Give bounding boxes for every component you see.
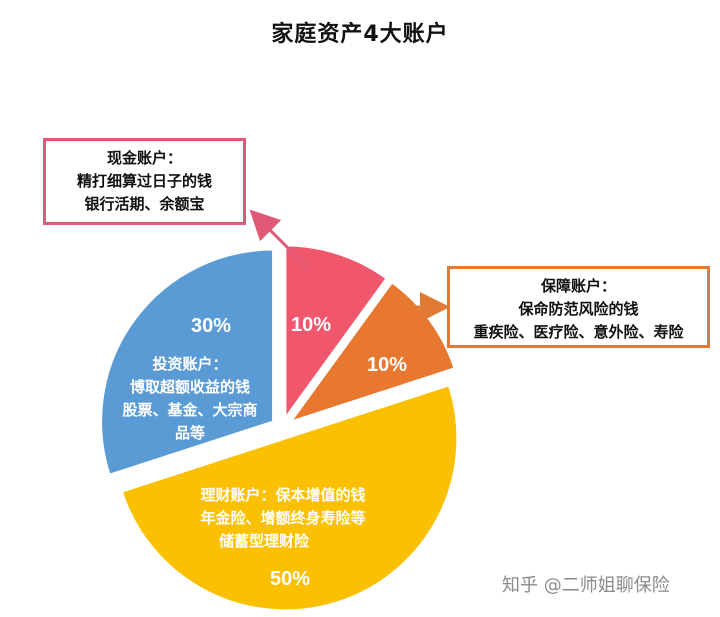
cash-account-title: 现金账户： xyxy=(106,149,182,167)
pie-slice-finance xyxy=(120,384,459,612)
insurance-account-line1: 保命防范风险的钱 xyxy=(518,300,639,318)
invest-desc-line3: 品等 xyxy=(175,424,205,442)
invest-desc-line2: 股票、基金、大宗商 xyxy=(122,401,257,419)
insurance-account-line2: 重疾险、医疗险、意外险、寿险 xyxy=(473,323,684,341)
finance-desc-line2: 储蓄型理财险 xyxy=(219,532,310,550)
slice-label-cash: 10% xyxy=(291,314,331,336)
insurance-account-title: 保障账户： xyxy=(540,277,616,295)
slice-label-invest: 30% xyxy=(191,315,231,337)
slice-label-finance: 50% xyxy=(270,568,310,590)
cash-account-line2: 银行活期、余额宝 xyxy=(84,195,205,213)
chart-title: 家庭资产4大账户 xyxy=(271,22,449,47)
cash-account-callout: 现金账户： 精打细算过日子的钱 银行活期、余额宝 xyxy=(43,138,246,225)
insurance-account-callout: 保障账户： 保命防范风险的钱 重疾险、医疗险、意外险、寿险 xyxy=(447,266,710,348)
invest-desc-line1: 博取超额收益的钱 xyxy=(130,378,250,396)
pie-slice-cash xyxy=(284,244,388,421)
finance-desc-title: 理财账户：保本增值的钱 xyxy=(200,486,365,504)
finance-desc-line1: 年金险、增额终身寿险等 xyxy=(200,509,365,527)
cash-account-line1: 精打细算过日子的钱 xyxy=(76,172,212,190)
cash-arrow xyxy=(249,209,310,270)
pie-slice-invest xyxy=(100,248,275,476)
invest-desc-title: 投资账户： xyxy=(152,355,227,373)
watermark: 知乎 @二师姐聊保险 xyxy=(502,575,670,596)
slice-label-insurance: 10% xyxy=(367,354,407,376)
